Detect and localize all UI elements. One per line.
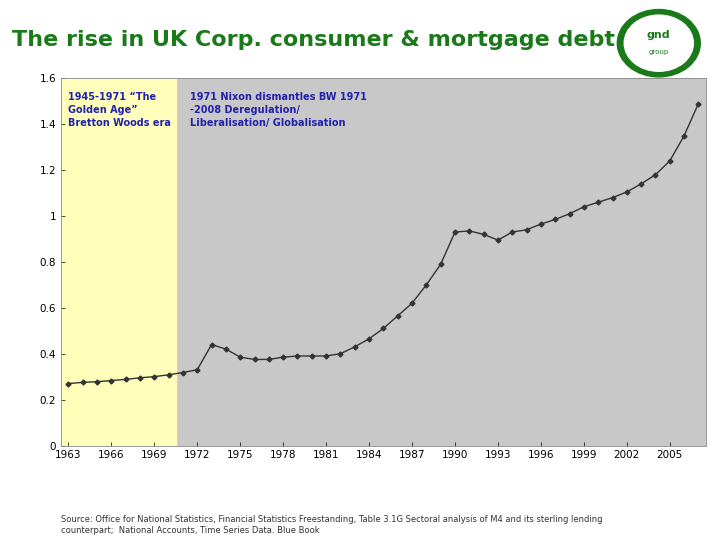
Text: The rise in UK Corp. consumer & mortgage debt: The rise in UK Corp. consumer & mortgage… xyxy=(12,30,615,51)
Text: Source: Office for National Statistics, Financial Statistics Freestanding, Table: Source: Office for National Statistics, … xyxy=(61,515,603,535)
Text: gnd: gnd xyxy=(647,30,670,40)
Text: 1945-1971 “The
Golden Age”
Bretton Woods era: 1945-1971 “The Golden Age” Bretton Woods… xyxy=(68,92,171,129)
Circle shape xyxy=(617,10,701,77)
Circle shape xyxy=(624,15,693,71)
Text: group: group xyxy=(649,49,669,55)
Text: 1971 Nixon dismantles BW 1971
-2008 Deregulation/
Liberalisation/ Globalisation: 1971 Nixon dismantles BW 1971 -2008 Dere… xyxy=(190,92,367,129)
Bar xyxy=(61,78,176,446)
